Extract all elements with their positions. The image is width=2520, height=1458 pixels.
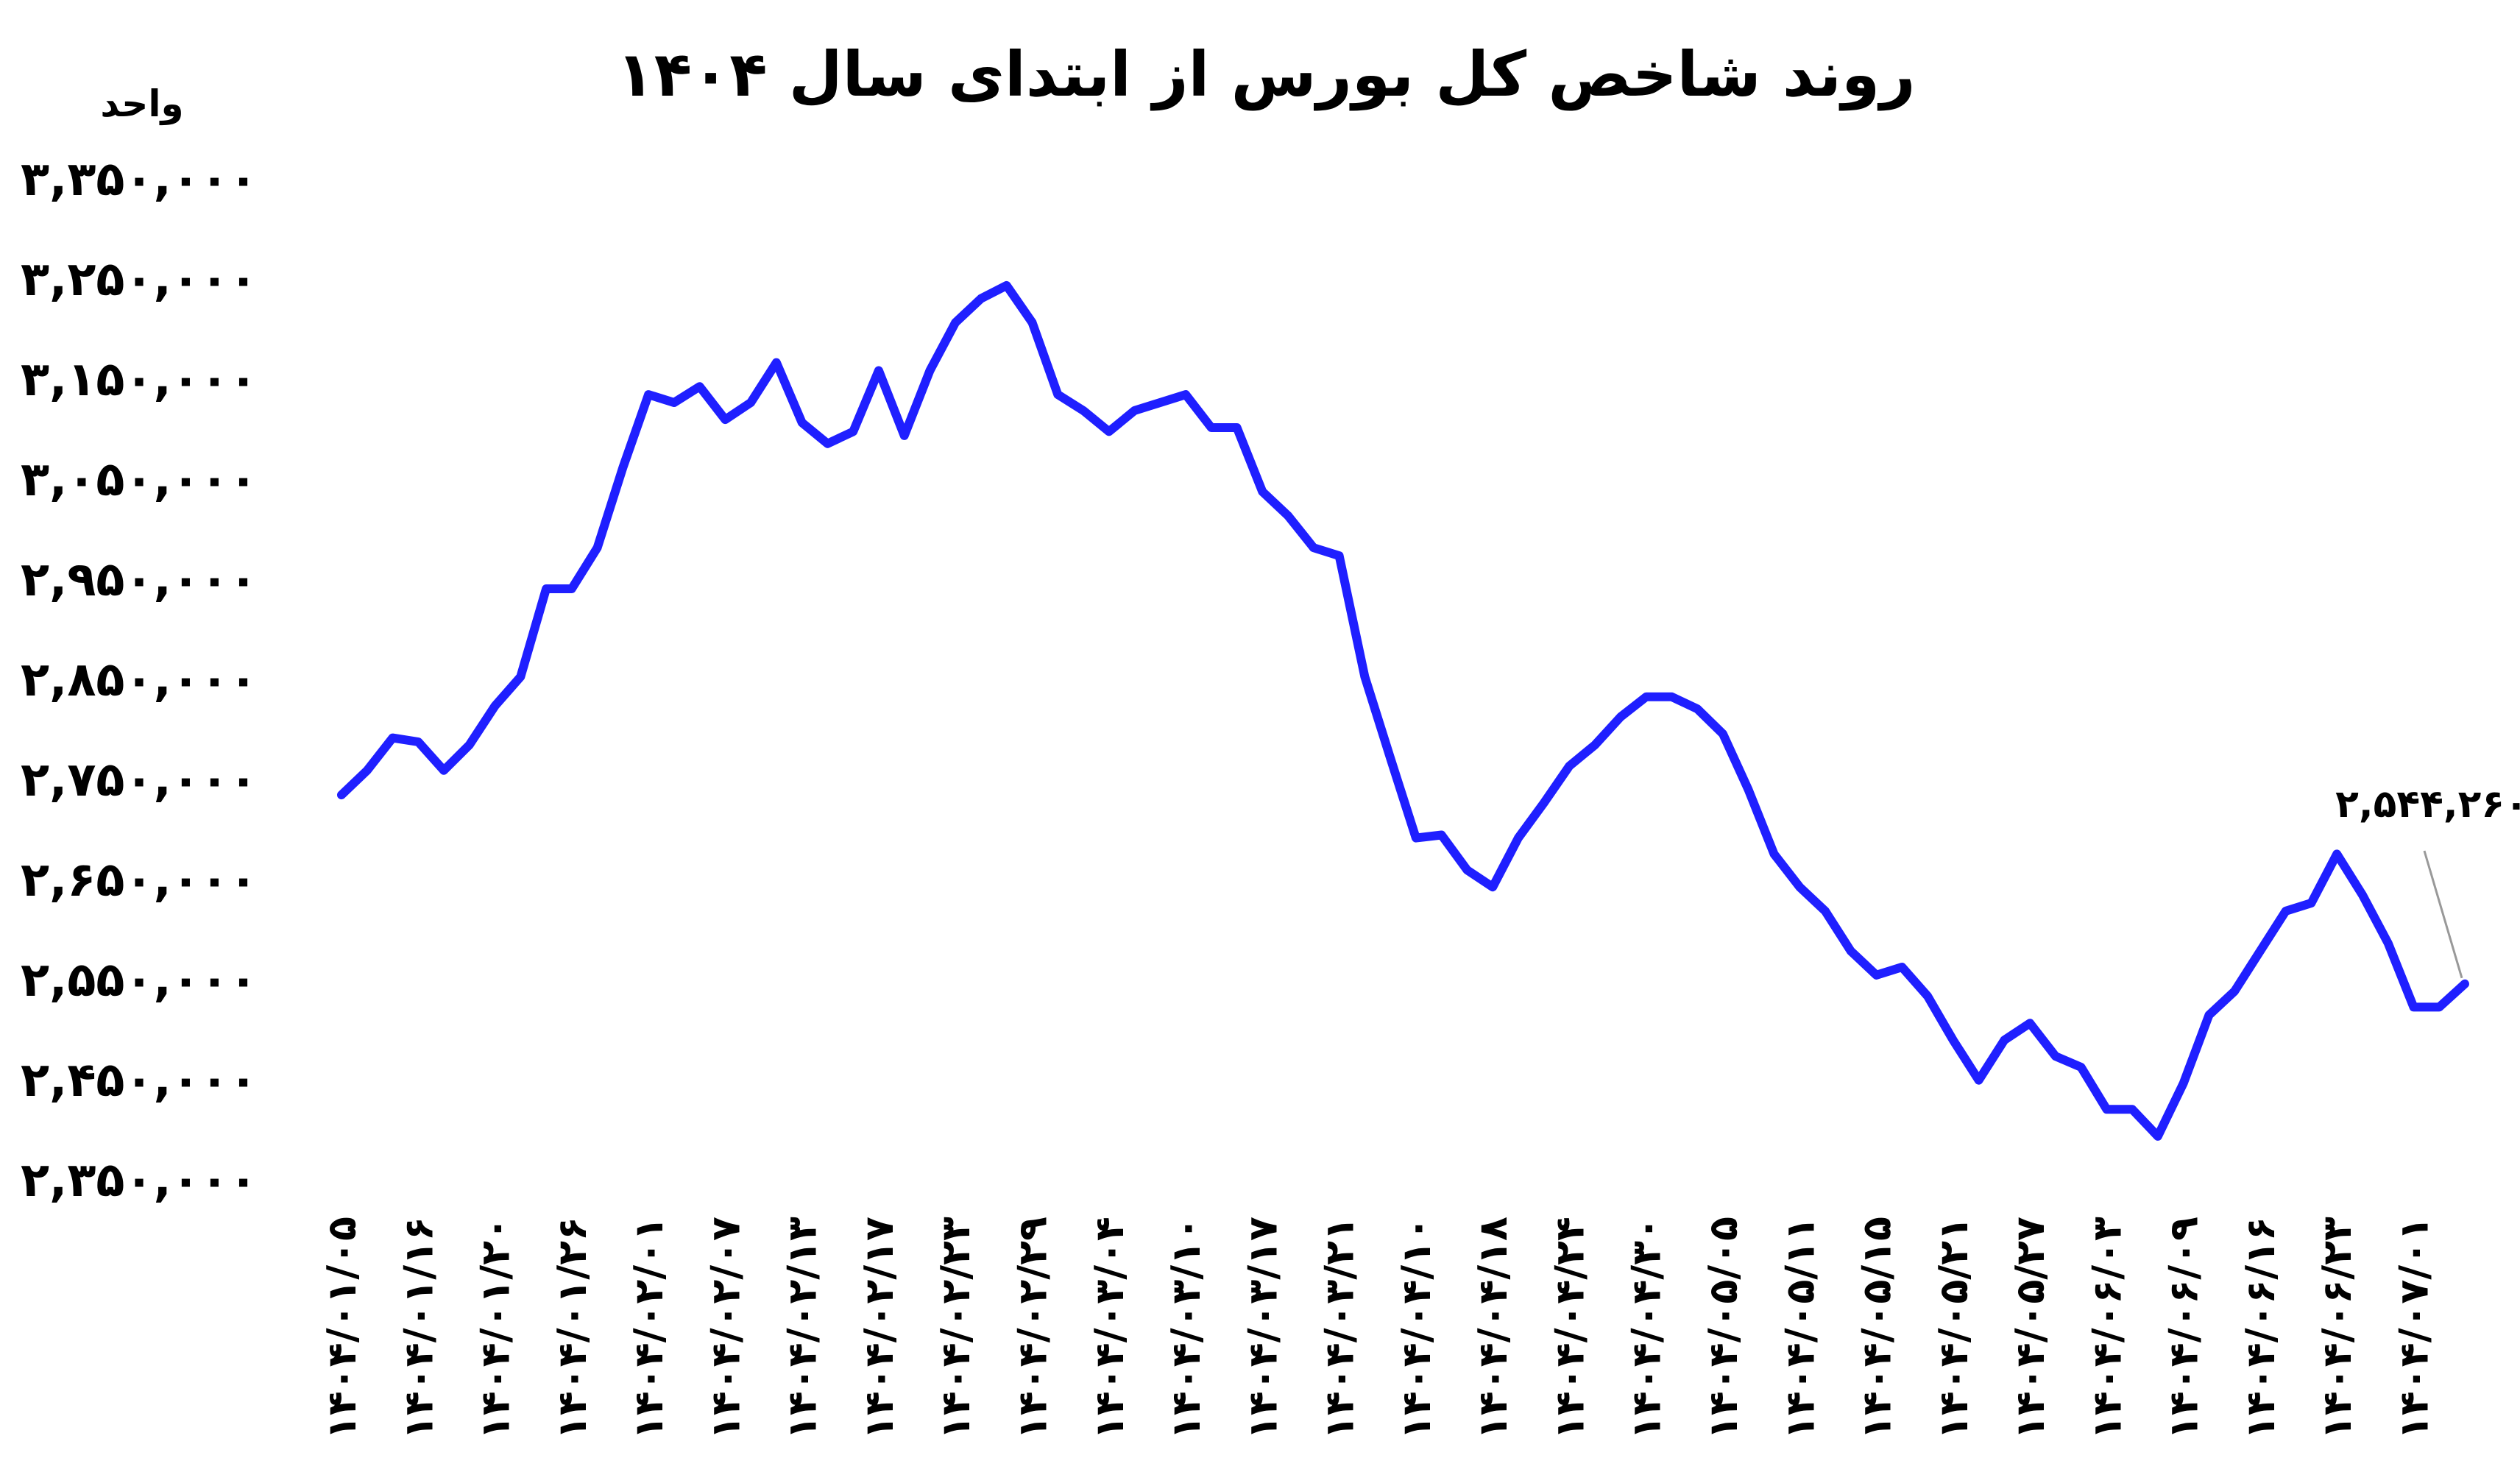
x-tick-label: ۱۴۰۴/۰۲/۱۳ [779,1217,826,1440]
x-tick-label: ۱۴۰۴/۰۱/۰۵ [319,1217,365,1440]
x-tick-label: ۱۴۰۴/۰۳/۲۱ [1317,1217,1363,1440]
y-tick-label: ۲,۵۵۰,۰۰۰ [21,953,258,1008]
y-tick-label: ۳,۳۵۰,۰۰۰ [21,152,258,207]
y-tick-label: ۲,۷۵۰,۰۰۰ [21,753,258,807]
x-tick-label: ۱۴۰۴/۰۲/۲۳ [932,1217,979,1440]
chart-title: روند شاخص کل بورس از ابتدای سال ۱۴۰۴ [616,38,1915,111]
x-tick-label: ۱۴۰۴/۰۴/۱۸ [1470,1217,1516,1440]
leader-line [2423,850,2463,979]
y-tick-label: ۲,۶۵۰,۰۰۰ [21,853,258,907]
x-tick-label: ۱۴۰۴/۰۲/۱۷ [856,1217,902,1440]
x-tick-label: ۱۴۰۴/۰۵/۲۷ [2007,1217,2053,1440]
x-tick-label: ۱۴۰۴/۰۲/۰۱ [626,1217,672,1440]
x-tick-label: ۱۴۰۴/۰۳/۰۴ [1086,1217,1133,1440]
x-tick-label: ۱۴۰۴/۰۳/۱۰ [1163,1217,1209,1440]
y-axis-label: واحد [100,82,183,126]
x-tick-label: ۱۴۰۴/۰۵/۲۱ [1930,1217,1977,1440]
index-line [337,280,2469,1141]
x-tick-label: ۱۴۰۴/۰۱/۲۰ [473,1217,519,1440]
x-tick-label: ۱۴۰۴/۰۴/۲۴ [1546,1217,1593,1440]
value-label: ۲,۵۴۴,۲۶۰ [2335,782,2520,827]
x-tick-label: ۱۴۰۴/۰۷/۰۱ [2390,1217,2437,1440]
x-tick-label: ۱۴۰۴/۰۶/۲۳ [2314,1217,2360,1440]
x-tick-label: ۱۴۰۴/۰۵/۱۵ [1854,1217,1900,1440]
y-tick-label: ۳,۱۵۰,۰۰۰ [21,353,258,407]
y-tick-label: ۲,۹۵۰,۰۰۰ [21,553,258,607]
y-tick-label: ۳,۲۵۰,۰۰۰ [21,252,258,307]
y-tick-label: ۳,۰۵۰,۰۰۰ [21,453,258,507]
x-tick-label: ۱۴۰۴/۰۶/۰۳ [2084,1217,2130,1440]
x-tick-label: ۱۴۰۴/۰۳/۱۷ [1239,1217,1286,1440]
y-tick-label: ۲,۴۵۰,۰۰۰ [21,1053,258,1108]
x-tick-label: ۱۴۰۴/۰۵/۰۵ [1700,1217,1746,1440]
x-tick-label: ۱۴۰۴/۰۱/۱۶ [395,1217,442,1440]
x-tick-label: ۱۴۰۴/۰۲/۰۷ [702,1217,748,1440]
x-tick-label: ۱۴۰۴/۰۶/۱۶ [2237,1217,2284,1440]
x-tick-label: ۱۴۰۴/۰۱/۲۶ [549,1217,595,1440]
x-tick-label: ۱۴۰۴/۰۶/۰۹ [2161,1217,2207,1440]
x-tick-label: ۱۴۰۴/۰۴/۱۰ [1393,1217,1440,1440]
y-tick-label: ۲,۳۵۰,۰۰۰ [21,1153,258,1208]
x-tick-label: ۱۴۰۴/۰۴/۳۰ [1624,1217,1670,1440]
x-tick-label: ۱۴۰۴/۰۲/۲۹ [1009,1217,1055,1440]
x-tick-label: ۱۴۰۴/۰۵/۱۱ [1777,1217,1823,1440]
y-tick-label: ۲,۸۵۰,۰۰۰ [21,653,258,707]
